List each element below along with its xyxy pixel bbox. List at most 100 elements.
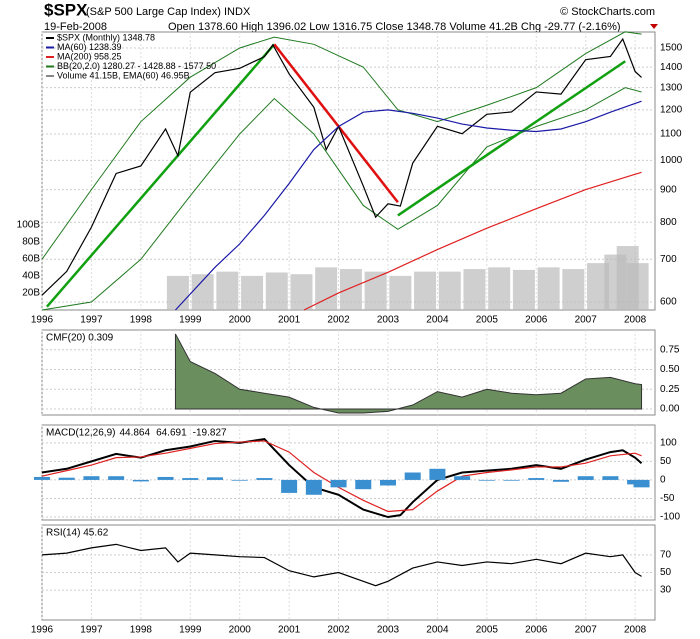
down-arrow [650,24,658,29]
x-tick-label: 2006 [525,625,548,636]
y-tick-label: 700 [660,254,677,265]
y-tick-label: 0.50 [660,364,680,375]
histogram-bar [157,476,174,480]
histogram-bar [83,476,100,480]
histogram-bar [132,479,149,482]
y-tick-label: 0 [660,475,666,486]
line [41,438,643,519]
volume-bar [537,267,560,310]
index-name: (S&P 500 Large Cap Index) INDX [86,6,251,18]
panel-title: RSI(14) 45.62 [46,528,109,539]
histogram-bar [281,479,298,493]
y-tick-label: 50 [660,567,672,578]
histogram-bar [379,479,396,486]
y-tick-label: -100 [660,512,680,523]
histogram-bar [552,479,569,482]
x-tick-label: 2003 [377,625,400,636]
y-tick-label: 1000 [660,155,683,166]
date: 19-Feb-2008 [44,21,107,33]
x-tick-label: 2001 [278,315,301,326]
legend-label: MA(60) 1238.39 [57,42,122,52]
trendline [45,43,276,308]
volume-bar [414,271,437,310]
volume-bar [512,269,535,310]
x-tick-label: 1997 [80,315,103,326]
y-tick-label: 600 [660,297,677,308]
histogram-bar [256,478,273,480]
y-tick-label: 0.75 [660,344,680,355]
x-tick-label: 1999 [179,625,202,636]
legend-value: 64.691 [156,428,187,439]
legend-value: 44.864 [119,428,150,439]
y-tick-label: 100 [660,437,677,448]
bollinger-band [41,31,642,260]
volume-bar [562,269,585,310]
histogram-bar [602,476,619,480]
x-tick-label: 2000 [229,625,252,636]
legend-label: BB(20,2.0) 1280.27 - 1428.88 - 1577.50 [57,61,216,71]
credit: © StockCharts.com [560,6,655,18]
volume-bar [166,275,189,310]
y-tick-label: 0.00 [660,404,680,415]
histogram-bar [454,476,471,480]
y-tick-label: 800 [660,217,677,228]
volume-bar [463,269,486,310]
histogram-bar [633,479,650,488]
histogram-bar [330,479,347,488]
volume-bar [488,267,511,310]
line [175,100,642,311]
volume-bar [216,271,239,310]
histogram-bar [429,468,446,480]
panel [41,524,656,621]
line [41,543,642,587]
histogram-bar [404,472,421,480]
y-tick-label: 30 [660,585,672,596]
y-tick-label: 1400 [660,62,683,73]
quote: Open 1378.60 High 1396.02 Low 1316.75 Cl… [168,21,621,33]
y-tick-label: 70 [660,550,672,561]
x-tick-label: 2006 [525,315,548,326]
histogram-bar [528,478,545,480]
volume-bar [587,263,610,310]
volume-bar [265,272,288,310]
x-tick-label: 2004 [426,315,449,326]
legend-label: Volume 41.15B, EMA(60) 46.95B [57,70,190,80]
panel [41,424,656,521]
panel-title: MACD(12,26,9) [46,428,115,439]
histogram-bar [182,478,199,480]
histogram-bar [231,479,248,481]
histogram-bar [355,479,372,490]
x-tick-label: 2007 [575,625,598,636]
x-tick-label: 2000 [229,315,252,326]
histogram-bar [58,477,75,480]
x-tick-label: 1999 [179,315,202,326]
trendline [273,43,399,203]
histogram-bar [34,476,50,480]
histogram-bar [305,479,322,495]
y-tick-label: 1500 [660,43,683,54]
volume-bar [438,271,461,310]
volume-bar [191,274,214,310]
x-tick-label: 2004 [426,625,449,636]
volume-tick-label: 100B [17,219,41,230]
y-tick-label: 1100 [660,129,682,140]
x-tick-label: 1998 [130,625,153,636]
symbol: $SPX [44,0,88,19]
x-tick-label: 1996 [31,625,54,636]
legend-label: $SPX (Monthly) 1348.78 [57,32,155,42]
histogram-bar [478,479,495,481]
histogram-bar [108,476,125,480]
volume-tick-label: 80B [22,236,40,247]
x-tick-label: 2008 [624,315,647,326]
x-tick-label: 1996 [31,315,54,326]
y-tick-label: 1200 [660,104,683,115]
histogram-bar [577,476,594,480]
y-tick-label: 0.25 [660,384,680,395]
volume-bar [364,271,387,310]
histogram-bar [206,477,223,480]
x-tick-label: 2003 [377,315,400,326]
line [303,171,642,311]
volume-tick-label: 60B [22,253,40,264]
x-tick-label: 1998 [130,315,153,326]
